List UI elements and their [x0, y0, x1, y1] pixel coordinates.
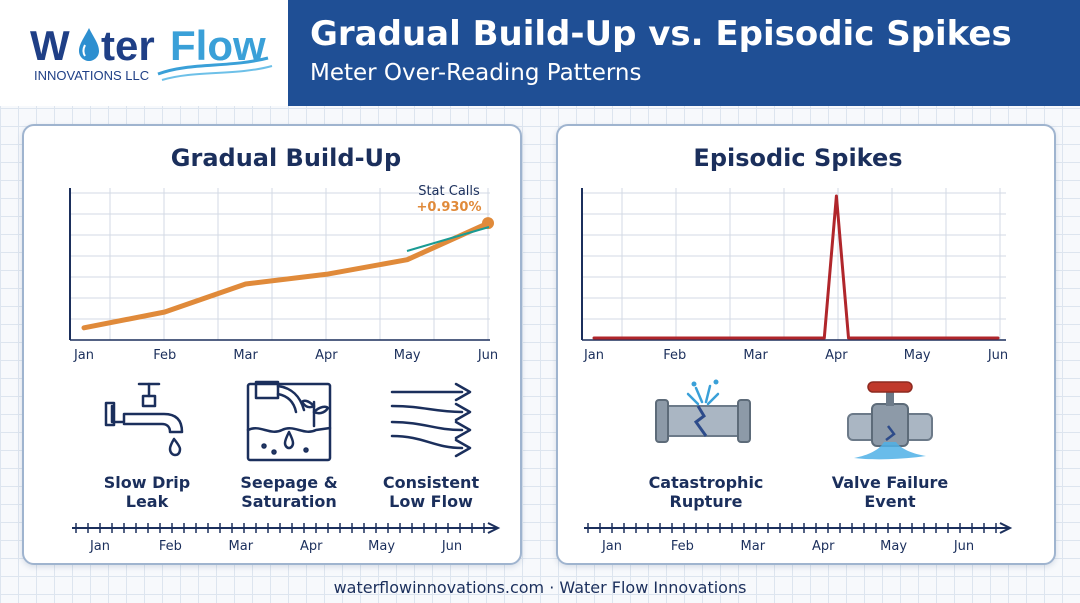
x-tick-label: Mar: [233, 348, 258, 363]
timeline-label: Feb: [671, 539, 694, 554]
timeline-arrow-icon: [487, 522, 501, 534]
timeline: Jan Feb Mar Apr May Jun: [72, 522, 501, 554]
panel-title: Gradual Build-Up: [171, 144, 401, 172]
water-drop-icon: [79, 28, 99, 61]
broken-valve-icon: [847, 381, 933, 460]
chart-grid: [70, 188, 490, 340]
wave-icon: [157, 56, 273, 81]
chart-grid: [582, 188, 1006, 340]
trend-line: [406, 226, 490, 252]
page-title: Gradual Build-Up vs. Episodic Spikes: [310, 14, 1012, 54]
timeline-label: Apr: [812, 539, 835, 554]
annotation-value: +0.930%: [416, 200, 481, 215]
x-tick-label: May: [904, 348, 931, 363]
timeline-label: May: [880, 539, 907, 554]
x-tick-label: Jan: [73, 348, 94, 363]
spikes-panel-canvas: Episodic Spikes Jan Feb Mar Apr May Jun Catas…: [581, 144, 1013, 554]
icon-label-1-line1: Slow Drip: [104, 473, 190, 492]
x-tick-label: Feb: [663, 348, 686, 363]
x-tick-label: May: [394, 348, 421, 363]
gradual-panel-canvas: Gradual Build-Up Stat Calls +0.930% Jan F…: [69, 144, 501, 554]
timeline-label: Feb: [159, 539, 182, 554]
x-tick-label: Feb: [153, 348, 176, 363]
icon-label-2-line2: Saturation: [241, 492, 337, 511]
x-tick-label: Apr: [825, 348, 848, 363]
logo-graphic: W ter Flow INNOVATIONS LLC: [30, 22, 273, 83]
timeline-label: Jun: [441, 539, 462, 554]
x-tick-labels: Jan Feb Mar Apr May Jun: [583, 348, 1008, 363]
x-tick-label: Jun: [987, 348, 1008, 363]
icon-label-2-line2: Event: [864, 492, 916, 511]
icon-label-1-line1: Catastrophic: [649, 473, 764, 492]
timeline-label: Jan: [601, 539, 622, 554]
timeline-label: Mar: [229, 539, 254, 554]
timeline-label: Jun: [953, 539, 974, 554]
episodic-spikes-panel: Episodic Spikes Jan Feb Mar Apr May Jun Catas…: [556, 124, 1056, 565]
icon-label-3-line1: Consistent: [383, 473, 480, 492]
timeline-label: Mar: [741, 539, 766, 554]
x-tick-label: Apr: [315, 348, 338, 363]
page-subtitle: Meter Over-Reading Patterns: [310, 60, 642, 86]
logo-tagline: INNOVATIONS LLC: [34, 68, 149, 83]
series-line: [592, 194, 1000, 340]
faucet-drip-icon: [104, 382, 184, 457]
logo-text-ter: ter: [101, 22, 155, 69]
icon-label-1-line2: Leak: [126, 492, 169, 511]
icon-label-3-line2: Low Flow: [389, 492, 473, 511]
header: W ter Flow INNOVATIONS LLC Gradual Build…: [0, 0, 1080, 106]
title-banner: Gradual Build-Up vs. Episodic Spikes Met…: [288, 0, 1080, 106]
gradual-buildup-panel: Gradual Build-Up Stat Calls +0.930% Jan F…: [22, 124, 522, 565]
timeline: Jan Feb Mar Apr May Jun: [584, 522, 1013, 554]
icon-label-2-line1: Seepage &: [240, 473, 337, 492]
panel-title: Episodic Spikes: [693, 144, 902, 172]
timeline-label: May: [368, 539, 395, 554]
timeline-label: Apr: [300, 539, 323, 554]
timeline-label: Jan: [89, 539, 110, 554]
burst-pipe-icon: [655, 379, 751, 443]
logo-text-w: W: [30, 22, 70, 69]
flow-arrows-icon: [390, 382, 472, 458]
series-line: [81, 220, 491, 331]
series-group: [81, 217, 494, 331]
x-tick-labels: Jan Feb Mar Apr May Jun: [73, 348, 498, 363]
logo: W ter Flow INNOVATIONS LLC: [0, 0, 288, 106]
series-group: [592, 194, 1000, 340]
series-end-point: [482, 217, 494, 230]
seepage-icon: [246, 380, 332, 462]
icon-label-1-line2: Rupture: [670, 492, 743, 511]
x-tick-label: Mar: [743, 348, 768, 363]
x-tick-label: Jan: [583, 348, 604, 363]
annotation-label: Stat Calls: [418, 184, 480, 199]
timeline-arrow-icon: [999, 522, 1013, 534]
footer: waterflowinnovations.com · Water Flow In…: [333, 578, 747, 597]
x-tick-label: Jun: [477, 348, 498, 363]
icon-label-2-line1: Valve Failure: [832, 473, 949, 492]
